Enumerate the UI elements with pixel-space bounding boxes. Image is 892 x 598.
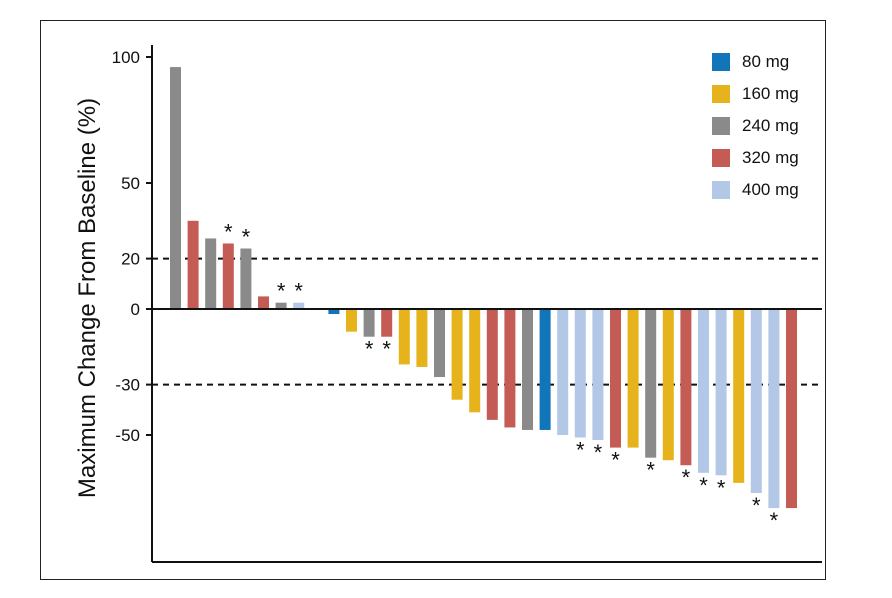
bar [240,248,252,309]
significance-star: * [365,337,374,362]
bar [398,309,410,365]
bar [486,309,498,420]
legend-label: 160 mg [742,84,799,103]
bar [592,309,604,441]
legend-item: 80 mg [712,46,799,78]
significance-star: * [717,475,726,500]
legend-item: 320 mg [712,142,799,174]
bar [328,309,340,315]
bar [698,309,709,473]
bar [381,309,393,337]
bar [733,309,745,483]
bar [187,220,199,309]
legend-item: 400 mg [712,174,799,206]
bar [715,309,727,476]
bar [504,309,516,428]
y-tick-label: 0 [131,300,140,319]
significance-star: * [576,438,585,463]
bar [469,309,481,413]
bar [258,296,269,309]
bar [434,309,445,378]
legend-label: 80 mg [742,52,790,71]
significance-star: * [611,448,620,473]
legend-swatch [712,117,730,135]
legend-swatch [712,85,730,103]
y-tick-label: 20 [121,250,140,269]
bar [786,309,797,509]
y-tick-label: 100 [112,48,140,67]
bar [222,243,234,309]
legend-label: 320 mg [742,148,799,167]
bar [557,309,569,435]
significance-star: * [770,508,779,533]
bar [574,309,586,438]
bar [275,302,287,309]
bar [170,67,181,309]
legend-swatch [712,181,730,199]
y-tick-label: 50 [121,174,140,193]
bar [750,309,762,493]
bar [627,309,639,448]
bar [363,309,375,337]
bar [293,302,305,309]
y-tick-label: -50 [115,426,140,445]
y-axis-label: Maximum Change From Baseline (%) [74,97,101,499]
significance-star: * [224,219,233,244]
bar [522,309,533,430]
legend-swatch [712,53,730,71]
significance-star: * [382,337,391,362]
legend-item: 160 mg [712,78,799,110]
bar [205,238,217,309]
bar [610,309,621,448]
bar [346,309,357,332]
bar [416,309,428,367]
bar [451,309,463,400]
bar [539,309,551,430]
bar [645,309,657,458]
legend-label: 240 mg [742,116,799,135]
significance-star: * [294,279,303,304]
significance-star: * [646,458,655,483]
significance-star: * [242,225,251,250]
significance-star: * [699,473,708,498]
legend-item: 240 mg [712,110,799,142]
y-tick-label: -30 [115,376,140,395]
bar [768,309,780,509]
significance-star: * [277,279,286,304]
bar [680,309,692,466]
bar [662,309,674,461]
legend: 80 mg 160 mg 240 mg 320 mg 400 mg [712,46,799,206]
chart-frame [40,20,826,580]
legend-swatch [712,149,730,167]
legend-label: 400 mg [742,180,799,199]
significance-star: * [752,493,761,518]
significance-star: * [682,465,691,490]
significance-star: * [594,440,603,465]
